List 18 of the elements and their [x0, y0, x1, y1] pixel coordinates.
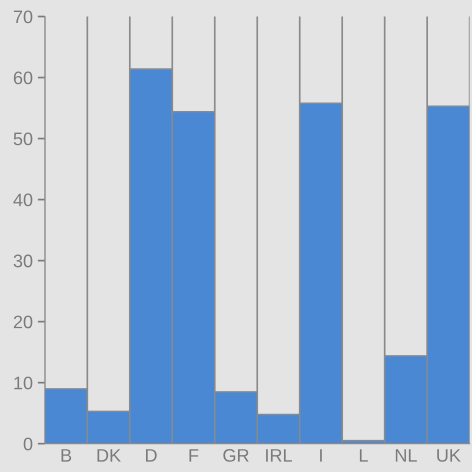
x-tick-label: DK [98, 449, 121, 462]
y-tick-label: 70 [14, 10, 32, 24]
y-tick-label: 40 [13, 194, 32, 206]
x-tick-label: IRL [266, 449, 292, 462]
y-tick-label: 60 [14, 71, 32, 84]
x-tick-label: F [189, 449, 198, 462]
y-tick-label: 10 [14, 376, 32, 390]
y-tick-label: 0 [24, 438, 32, 450]
x-tick-label: I [320, 449, 322, 462]
x-tick-label: GR [223, 449, 249, 462]
x-tick-label: D [146, 449, 157, 462]
x-tick-label: UK [437, 449, 461, 462]
x-tick-label: L [360, 449, 368, 462]
y-tick-label: 30 [14, 254, 32, 268]
y-tick-label: 20 [14, 316, 32, 328]
y-tick-label: 50 [14, 132, 32, 146]
x-tick-label: B [62, 449, 72, 462]
x-tick-label: NL [396, 449, 417, 462]
